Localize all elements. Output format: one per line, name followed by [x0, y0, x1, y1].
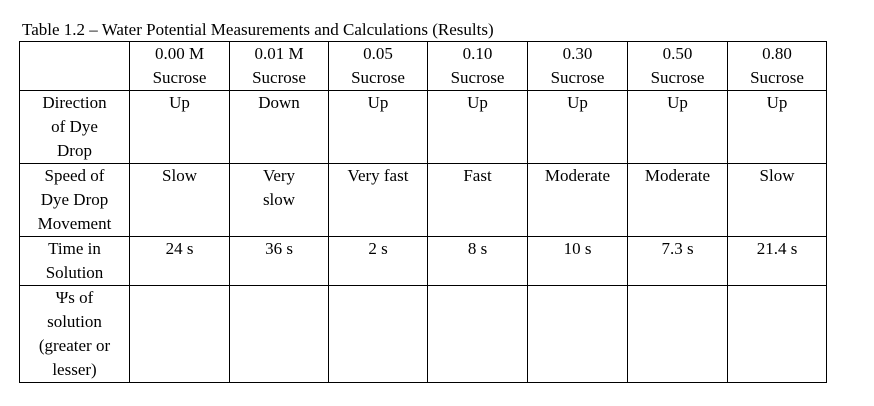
cell-line: Very fast: [347, 166, 409, 185]
data-cell: 24 s: [129, 236, 230, 286]
data-cell: [129, 285, 230, 383]
cell-line: Up: [567, 93, 588, 112]
data-cell: Up: [129, 90, 230, 164]
cell-line: Movement: [37, 214, 112, 233]
data-cell: [627, 285, 728, 383]
cell-line: 36 s: [265, 239, 293, 258]
row-header: Direction of Dye Drop: [19, 90, 130, 164]
column-header: 0.10 Sucrose: [427, 41, 528, 91]
data-cell: Very slow: [229, 163, 329, 237]
data-row: Ψs of solution (greater or lesser): [19, 285, 827, 383]
data-row: Speed of Dye Drop Movement Slow Very slow Very…: [19, 163, 827, 237]
data-row: Direction of Dye Drop Up Down Up Up Up Up Up: [19, 90, 827, 164]
cell-line: Ψs of: [55, 288, 94, 307]
data-cell: [527, 285, 628, 383]
data-cell: 7.3 s: [627, 236, 728, 286]
cell-line: Sucrose: [152, 68, 207, 87]
cell-line: Sucrose: [252, 68, 306, 87]
cell-line: lesser): [52, 360, 97, 379]
cell-line: 0.50: [662, 44, 693, 63]
cell-line: Up: [367, 93, 389, 112]
data-cell: Moderate: [627, 163, 728, 237]
data-cell: Up: [627, 90, 728, 164]
column-header: 0.00 M Sucrose: [129, 41, 230, 91]
cell-line: Time in: [48, 239, 101, 258]
cell-line: Slow: [162, 166, 197, 185]
data-cell: 21.4 s: [727, 236, 827, 286]
cell-line: 0.01 M: [254, 44, 304, 63]
data-cell: 36 s: [229, 236, 329, 286]
row-header: Ψs of solution (greater or lesser): [19, 285, 130, 383]
data-cell: Up: [328, 90, 428, 164]
data-cell: [229, 285, 329, 383]
cell-line: Up: [766, 93, 788, 112]
data-cell: Fast: [427, 163, 528, 237]
cell-line: Up: [667, 93, 688, 112]
cell-line: Fast: [463, 166, 492, 185]
data-row: Time in Solution 24 s 36 s 2 s 8 s 10 s 7.3 s 21…: [19, 236, 827, 286]
cell-line: 0.10: [462, 44, 493, 63]
data-cell: Very fast: [328, 163, 428, 237]
column-header: 0.05 Sucrose: [328, 41, 428, 91]
cell-line: Moderate: [544, 166, 611, 185]
column-header: 0.80 Sucrose: [727, 41, 827, 91]
cell-line: Down: [258, 93, 300, 112]
cell-line: 0.00 M: [154, 44, 205, 63]
cell-line: Direction: [42, 93, 107, 112]
row-header: Speed of Dye Drop Movement: [19, 163, 130, 237]
data-cell: Slow: [727, 163, 827, 237]
cell-line: of Dye: [51, 117, 98, 136]
data-cell: Down: [229, 90, 329, 164]
cell-line: 0.80: [762, 44, 792, 63]
data-cell: Up: [527, 90, 628, 164]
cell-line: 7.3 s: [661, 239, 694, 258]
cell-line: 24 s: [165, 239, 194, 258]
data-cell: [328, 285, 428, 383]
cell-line: 0.30: [562, 44, 593, 63]
cell-line: Drop: [57, 141, 92, 160]
cell-line: Sucrose: [650, 68, 705, 87]
cell-line: solution: [47, 312, 102, 331]
cell-line: Dye Drop: [40, 190, 109, 209]
data-cell: [727, 285, 827, 383]
column-header: 0.01 M Sucrose: [229, 41, 329, 91]
results-table: 0.00 M Sucrose 0.01 M Sucrose 0.05 Sucrose 0.1…: [19, 41, 827, 383]
cell-line: Sucrose: [550, 68, 605, 87]
data-cell: 2 s: [328, 236, 428, 286]
cell-line: Moderate: [644, 166, 711, 185]
cell-line: Slow: [759, 166, 795, 185]
column-header: 0.30 Sucrose: [527, 41, 628, 91]
corner-cell: [19, 41, 130, 91]
header-row: 0.00 M Sucrose 0.01 M Sucrose 0.05 Sucrose 0.1…: [19, 41, 827, 91]
cell-line: (greater or: [38, 336, 111, 355]
row-header: Time in Solution: [19, 236, 130, 286]
cell-line: 2 s: [368, 239, 388, 258]
cell-line: slow: [262, 190, 296, 209]
table-caption: Table 1.2 – Water Potential Measurements…: [22, 20, 494, 39]
cell-line: 21.4 s: [756, 239, 798, 258]
data-cell: Up: [427, 90, 528, 164]
column-header: 0.50 Sucrose: [627, 41, 728, 91]
cell-line: Sucrose: [450, 68, 505, 87]
cell-line: 8 s: [467, 239, 488, 258]
data-cell: [427, 285, 528, 383]
cell-line: 0.05: [363, 44, 393, 63]
cell-line: Very: [262, 166, 296, 185]
cell-line: Sucrose: [351, 68, 405, 87]
data-cell: Slow: [129, 163, 230, 237]
cell-line: Speed of: [44, 166, 105, 185]
data-cell: 10 s: [527, 236, 628, 286]
cell-line: Up: [169, 93, 190, 112]
data-cell: Moderate: [527, 163, 628, 237]
cell-line: Sucrose: [750, 68, 804, 87]
data-cell: 8 s: [427, 236, 528, 286]
cell-line: 10 s: [563, 239, 592, 258]
cell-line: Up: [467, 93, 488, 112]
data-cell: Up: [727, 90, 827, 164]
cell-line: Solution: [45, 263, 104, 282]
